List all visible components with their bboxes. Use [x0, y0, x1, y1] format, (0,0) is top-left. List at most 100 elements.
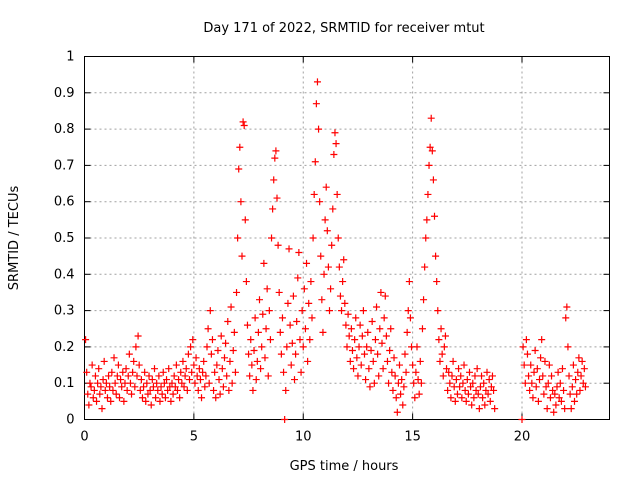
data-point [313, 78, 321, 86]
data-point [303, 259, 311, 267]
data-point [208, 336, 216, 344]
data-point [306, 336, 314, 344]
data-point [108, 368, 116, 376]
data-point [539, 372, 547, 380]
data-point [212, 394, 220, 402]
data-point [106, 383, 114, 391]
data-point [224, 317, 232, 325]
data-point [107, 397, 115, 405]
data-point [415, 390, 423, 398]
data-point [201, 383, 209, 391]
data-point [82, 336, 90, 344]
data-point [470, 394, 478, 402]
data-point [204, 325, 212, 333]
data-point [351, 336, 359, 344]
data-point [340, 256, 348, 264]
data-point [261, 354, 269, 362]
data-point [377, 288, 385, 296]
data-point [458, 394, 466, 402]
data-point [114, 361, 122, 369]
data-point [491, 405, 499, 413]
data-point [549, 386, 557, 394]
data-point [457, 372, 465, 380]
data-point [194, 386, 202, 394]
data-point [439, 372, 447, 380]
data-point [304, 357, 312, 365]
x-tick-label: 0 [80, 430, 88, 445]
data-point [350, 365, 358, 373]
data-point [447, 394, 455, 402]
data-point [180, 383, 188, 391]
data-point [119, 368, 127, 376]
data-point [88, 361, 96, 369]
data-point [474, 390, 482, 398]
data-point [202, 372, 210, 380]
data-point [411, 394, 419, 402]
data-point [321, 216, 329, 224]
data-point [266, 336, 274, 344]
data-point [326, 307, 333, 315]
data-point [154, 386, 162, 394]
data-point [522, 336, 530, 344]
data-point [574, 368, 582, 376]
data-point [113, 372, 121, 380]
data-point [537, 354, 545, 362]
data-point [84, 390, 92, 398]
data-point [318, 296, 326, 304]
data-point [200, 357, 208, 365]
data-point [143, 379, 151, 387]
y-tick-label: 1 [66, 50, 74, 65]
data-point [287, 361, 295, 369]
data-point [426, 143, 434, 151]
data-point [231, 368, 239, 376]
data-point [152, 394, 160, 402]
data-point [393, 408, 401, 416]
data-point [434, 307, 442, 315]
data-point [339, 278, 347, 286]
data-point [225, 386, 233, 394]
data-point [146, 386, 154, 394]
data-point [222, 339, 230, 347]
data-point [309, 234, 317, 242]
data-point [173, 386, 181, 394]
data-point [253, 357, 261, 365]
data-point [149, 383, 157, 391]
data-point [145, 372, 153, 380]
data-point [413, 343, 421, 351]
data-point [566, 390, 574, 398]
data-point [148, 376, 156, 384]
data-point [132, 343, 140, 351]
data-point [385, 379, 393, 387]
data-point [525, 372, 533, 380]
data-point [342, 321, 350, 329]
data-point [564, 343, 572, 351]
data-point [179, 357, 187, 365]
data-point [239, 118, 247, 126]
data-point [379, 365, 387, 373]
data-point [221, 354, 228, 362]
data-point [580, 365, 588, 373]
data-point [423, 216, 431, 224]
data-point [373, 303, 381, 311]
data-point [305, 299, 313, 307]
data-point [141, 368, 149, 376]
data-point [251, 314, 259, 322]
data-point [356, 321, 364, 329]
data-point [123, 386, 131, 394]
data-point [386, 347, 394, 355]
data-point [134, 332, 142, 340]
data-point [216, 390, 224, 398]
data-point [158, 390, 166, 398]
data-point [189, 336, 197, 344]
data-point [336, 292, 344, 300]
data-point [328, 241, 336, 249]
data-point [245, 350, 253, 358]
data-point [190, 361, 198, 369]
data-point [358, 332, 366, 340]
data-point [519, 343, 527, 351]
data-point [322, 183, 330, 191]
data-point [461, 386, 469, 394]
data-point [343, 343, 351, 351]
data-point [183, 386, 191, 394]
data-point [485, 376, 493, 384]
